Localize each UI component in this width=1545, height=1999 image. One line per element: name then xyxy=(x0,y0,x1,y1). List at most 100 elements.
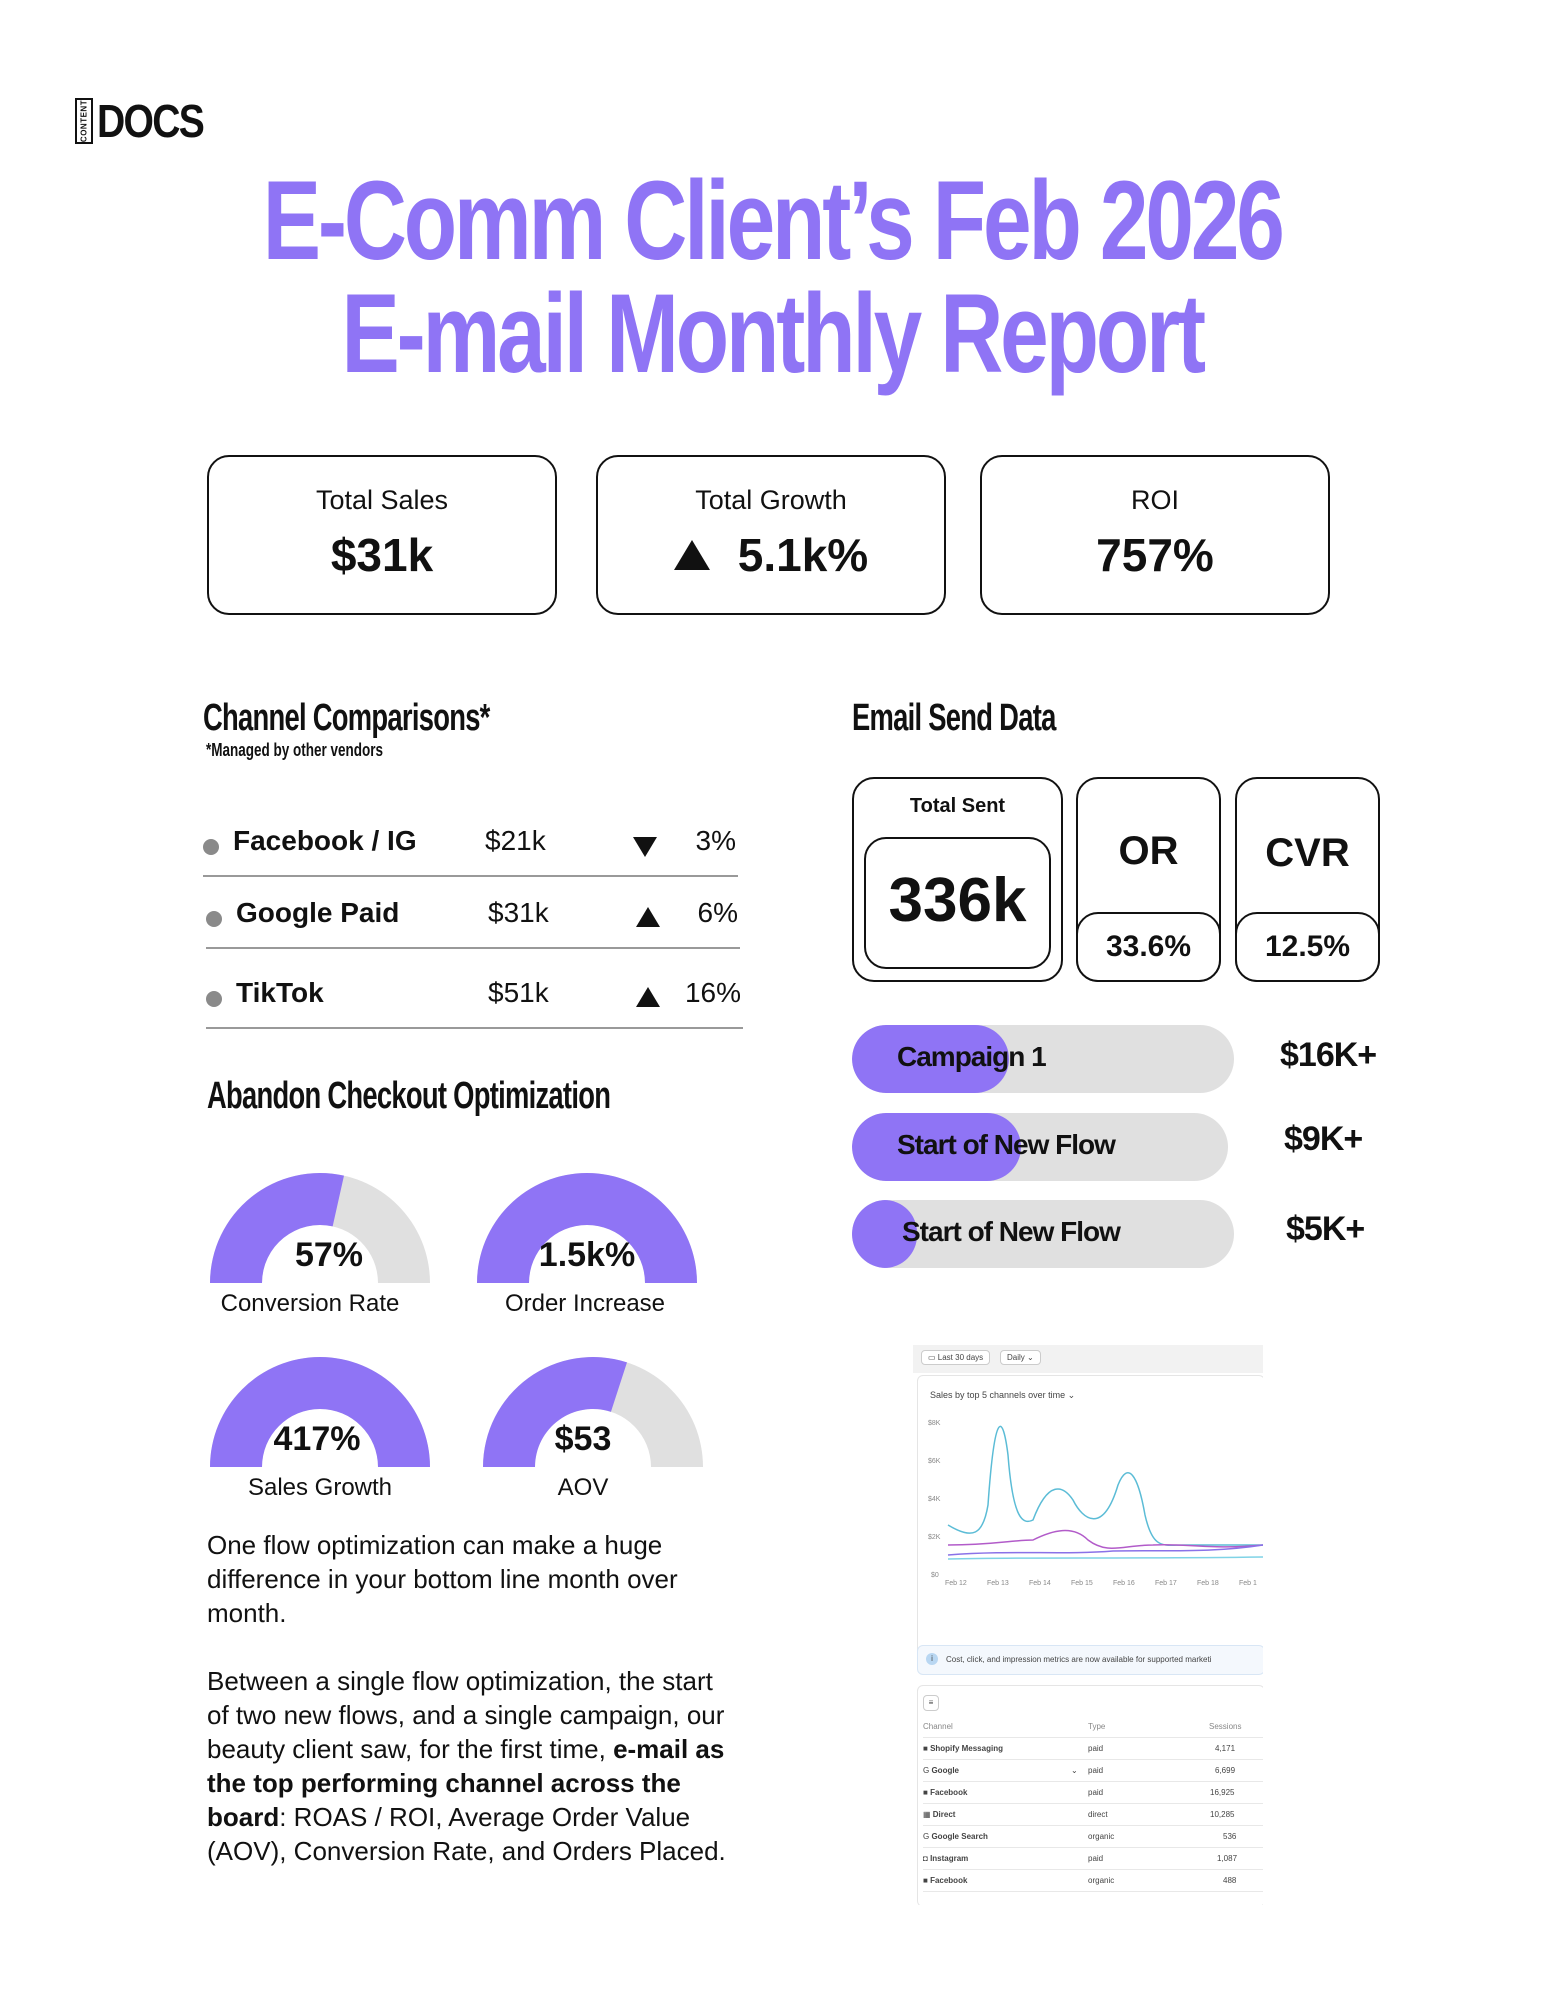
logo-mark: CONTENT xyxy=(75,98,93,144)
x-tick: Feb 17 xyxy=(1155,1580,1177,1587)
gauge-label: Sales Growth xyxy=(247,1474,393,1501)
channel-name: Facebook / IG xyxy=(233,825,417,856)
gauge-conversion-rate xyxy=(205,1168,435,1283)
bullet-icon xyxy=(206,911,222,927)
page-title-line-2: E-mail Monthly Report xyxy=(341,271,1207,396)
kpi-value: 5.1k% xyxy=(737,529,869,581)
gauge-order-increase xyxy=(472,1168,702,1283)
flow-bar-fill xyxy=(852,1113,1022,1181)
series-line-purple xyxy=(947,1529,1263,1550)
y-tick: $0 xyxy=(931,1572,939,1579)
table-row[interactable]: ■ Facebook paid 16,925 xyxy=(923,1781,1263,1804)
gauge-value: 417% xyxy=(273,1420,361,1458)
channel-amount: $51k xyxy=(488,977,549,1008)
flow-bar-label: Start of New Flow xyxy=(897,1129,1116,1160)
total-sent-card: Total Sent 336k xyxy=(852,777,1063,982)
y-tick: $6K xyxy=(928,1458,941,1465)
paragraph-1: One flow optimization can make a huge di… xyxy=(207,1530,678,1628)
kpi-roi: ROI 757% xyxy=(980,455,1330,615)
gauge-arc xyxy=(210,1357,430,1467)
paragraph-2: Between a single flow optimization, the … xyxy=(207,1666,726,1866)
cvr-inner: 12.5% xyxy=(1235,912,1380,982)
interval-select[interactable]: Daily ⌄ xyxy=(1000,1350,1041,1365)
email-send-data-heading: Email Send Data xyxy=(852,697,1056,739)
up-arrow-icon xyxy=(636,987,660,1007)
table-row[interactable]: ▦ Direct direct 10,285 xyxy=(923,1803,1263,1826)
gauge-fill xyxy=(210,1173,344,1283)
y-tick: $8K xyxy=(928,1420,941,1427)
campaign-amount: $16K+ xyxy=(1280,1036,1377,1074)
flow-amount: $9K+ xyxy=(1284,1120,1363,1158)
cvr-label: CVR xyxy=(1265,831,1350,875)
campaign-bar: Campaign 1 xyxy=(852,1025,1234,1093)
flow-amount: $5K+ xyxy=(1286,1210,1365,1248)
channel-percent: 6% xyxy=(697,897,738,928)
down-arrow-icon xyxy=(633,837,657,857)
kpi-label: Total Sales xyxy=(315,485,449,515)
x-tick: Feb 16 xyxy=(1113,1580,1135,1587)
x-tick: Feb 18 xyxy=(1197,1580,1219,1587)
kpi-value: $31k xyxy=(330,529,434,581)
total-sent-inner: 336k xyxy=(864,837,1051,969)
table-row[interactable]: G Google Search organic 536 xyxy=(923,1825,1263,1848)
cvr-value: 12.5% xyxy=(1264,930,1351,963)
gauge-value: 57% xyxy=(294,1236,364,1274)
sales-line-chart xyxy=(947,1425,1263,1560)
analytics-screenshot: ▭ Last 30 days Daily ⌄ Sales by top 5 ch… xyxy=(913,1345,1263,1905)
gauge-value: 1.5k% xyxy=(538,1236,636,1274)
gauge-label: Conversion Rate xyxy=(220,1290,400,1317)
flow-bar-2: Start of New Flow xyxy=(852,1200,1234,1268)
gauge-label: Order Increase xyxy=(504,1290,666,1317)
table-row[interactable]: ◘ Instagram paid 1,087 xyxy=(923,1847,1263,1870)
logo: CONTENT DOCS xyxy=(75,95,222,147)
info-text: Cost, click, and impression metrics are … xyxy=(946,1655,1212,1664)
kpi-value: 757% xyxy=(1096,529,1214,581)
channel-comparisons-note: *Managed by other vendors xyxy=(206,740,384,760)
table-row[interactable]: ■ Shopify Messaging paid 4,171 xyxy=(923,1737,1263,1760)
column-header: Sessions xyxy=(1209,1722,1242,1731)
logo-small-text: CONTENT xyxy=(79,99,89,143)
paragraph-2-emphasis: e-mail as the top performing channel acr… xyxy=(207,1734,725,1832)
series-line-teal xyxy=(947,1425,1263,1546)
table-row[interactable]: G Google ⌄ paid 6,699 xyxy=(923,1759,1263,1782)
cvr-card: CVR 12.5% xyxy=(1235,777,1380,982)
bullet-icon xyxy=(203,839,219,855)
gauge-arc xyxy=(483,1357,703,1467)
channel-comparisons-heading: Channel Comparisons* xyxy=(203,697,490,739)
channel-name: TikTok xyxy=(236,977,324,1008)
kpi-total-sales: Total Sales $31k xyxy=(207,455,557,615)
chart-title[interactable]: Sales by top 5 channels over time ⌄ xyxy=(930,1390,1076,1400)
kpi-label: ROI xyxy=(1130,485,1179,515)
channel-amount: $21k xyxy=(485,825,546,856)
x-tick: Feb 12 xyxy=(945,1580,967,1587)
channel-percent: 3% xyxy=(695,825,736,856)
column-header: Channel xyxy=(923,1722,953,1731)
channel-row-facebook: Facebook / IG $21k 3% xyxy=(203,805,738,877)
table-card xyxy=(917,1685,1263,1905)
x-tick: Feb 13 xyxy=(987,1580,1009,1587)
table-row[interactable]: ■ Facebook organic 488 xyxy=(923,1869,1263,1892)
filter-icon[interactable]: ≡ xyxy=(923,1695,939,1711)
page-title-line-1: E-Comm Client’s Feb 2026 xyxy=(262,158,1285,283)
flow-bar-fill xyxy=(852,1200,917,1268)
gauge-arc xyxy=(210,1173,430,1283)
gauge-arc xyxy=(477,1173,697,1283)
up-arrow-icon xyxy=(673,540,710,570)
series-line-cyan xyxy=(947,1556,1263,1560)
total-sent-label: Total Sent xyxy=(909,795,1006,817)
gauge-fill xyxy=(210,1357,430,1467)
open-rate-card: OR 33.6% xyxy=(1076,777,1221,982)
channel-row-tiktok: TikTok $51k 16% xyxy=(206,957,743,1029)
x-tick: Feb 1 xyxy=(1239,1580,1257,1587)
column-header: Type xyxy=(1088,1722,1106,1731)
kpi-total-growth: Total Growth 5.1k% xyxy=(596,455,946,615)
kpi-label: Total Growth xyxy=(695,485,847,515)
open-rate-value: 33.6% xyxy=(1105,930,1192,963)
channel-amount: $31k xyxy=(488,897,549,928)
y-tick: $2K xyxy=(928,1534,941,1541)
date-range-button[interactable]: ▭ Last 30 days xyxy=(921,1350,991,1365)
flow-bar: Start of New Flow xyxy=(852,1113,1228,1181)
up-arrow-icon xyxy=(636,907,660,927)
x-tick: Feb 15 xyxy=(1071,1580,1093,1587)
gauge-fill xyxy=(483,1357,627,1467)
